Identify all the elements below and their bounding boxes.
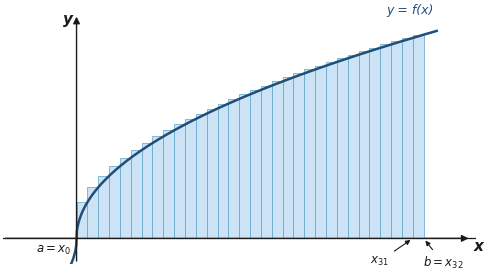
Bar: center=(1.56,0.87+0j) w=0.125 h=1.74+0j: center=(1.56,0.87+0j) w=0.125 h=1.74+0j [120,158,131,238]
Bar: center=(4.81,2.17+0j) w=0.125 h=4.33+0j: center=(4.81,2.17+0j) w=0.125 h=4.33+0j [402,38,413,238]
Bar: center=(1.81,1.03+0j) w=0.125 h=2.06+0j: center=(1.81,1.03+0j) w=0.125 h=2.06+0j [142,143,152,238]
Bar: center=(4.56,2.09+0j) w=0.125 h=4.19+0j: center=(4.56,2.09+0j) w=0.125 h=4.19+0j [380,45,391,238]
Text: y: y [63,12,73,27]
Bar: center=(3.81,1.87+0j) w=0.125 h=3.73+0j: center=(3.81,1.87+0j) w=0.125 h=3.73+0j [315,66,326,238]
Bar: center=(4.19,1.98+0j) w=0.125 h=3.97+0j: center=(4.19,1.98+0j) w=0.125 h=3.97+0j [348,55,358,238]
Bar: center=(3.69,1.82+0j) w=0.125 h=3.65+0j: center=(3.69,1.82+0j) w=0.125 h=3.65+0j [304,70,315,238]
Bar: center=(3.44,1.74+0j) w=0.125 h=3.48+0j: center=(3.44,1.74+0j) w=0.125 h=3.48+0j [282,77,294,238]
Bar: center=(2.69,1.46+0j) w=0.125 h=2.91+0j: center=(2.69,1.46+0j) w=0.125 h=2.91+0j [218,104,228,238]
Bar: center=(3.31,1.7+0j) w=0.125 h=3.39+0j: center=(3.31,1.7+0j) w=0.125 h=3.39+0j [272,81,282,238]
Bar: center=(2.81,1.51+0j) w=0.125 h=3.01+0j: center=(2.81,1.51+0j) w=0.125 h=3.01+0j [228,99,239,238]
Bar: center=(4.44,2.06+0j) w=0.125 h=4.12+0j: center=(4.44,2.06+0j) w=0.125 h=4.12+0j [370,48,380,238]
Bar: center=(4.94,2.2+0j) w=0.125 h=4.4+0j: center=(4.94,2.2+0j) w=0.125 h=4.4+0j [413,35,424,238]
Bar: center=(2.56,1.4+0j) w=0.125 h=2.81+0j: center=(2.56,1.4+0j) w=0.125 h=2.81+0j [206,109,218,238]
Bar: center=(3.94,1.91+0j) w=0.125 h=3.81+0j: center=(3.94,1.91+0j) w=0.125 h=3.81+0j [326,62,337,238]
Bar: center=(4.31,2.02+0j) w=0.125 h=4.04+0j: center=(4.31,2.02+0j) w=0.125 h=4.04+0j [358,51,370,238]
Bar: center=(3.56,1.78+0j) w=0.125 h=3.57+0j: center=(3.56,1.78+0j) w=0.125 h=3.57+0j [294,73,304,238]
Text: $x_{31}$: $x_{31}$ [370,241,410,268]
Text: y = f(x): y = f(x) [387,4,434,17]
Bar: center=(2.94,1.56+0j) w=0.125 h=3.11+0j: center=(2.94,1.56+0j) w=0.125 h=3.11+0j [239,94,250,238]
Bar: center=(1.44,0.779+0j) w=0.125 h=1.56+0j: center=(1.44,0.779+0j) w=0.125 h=1.56+0j [109,166,120,238]
Bar: center=(2.44,1.35+0j) w=0.125 h=2.7+0j: center=(2.44,1.35+0j) w=0.125 h=2.7+0j [196,114,206,238]
Text: $b = x_{32}$: $b = x_{32}$ [423,241,463,271]
Text: x: x [474,239,484,254]
Bar: center=(4.69,2.13+0j) w=0.125 h=4.26+0j: center=(4.69,2.13+0j) w=0.125 h=4.26+0j [391,41,402,238]
Text: $a = x_0$: $a = x_0$ [36,244,71,257]
Bar: center=(1.06,0.39+0j) w=0.125 h=0.781+0j: center=(1.06,0.39+0j) w=0.125 h=0.781+0j [76,202,87,238]
Bar: center=(2.06,1.17+0j) w=0.125 h=2.33+0j: center=(2.06,1.17+0j) w=0.125 h=2.33+0j [163,130,174,238]
Bar: center=(1.69,0.953+0j) w=0.125 h=1.91+0j: center=(1.69,0.953+0j) w=0.125 h=1.91+0j [131,150,142,238]
Bar: center=(1.94,1.1+0j) w=0.125 h=2.2+0j: center=(1.94,1.1+0j) w=0.125 h=2.2+0j [152,136,163,238]
Bar: center=(2.31,1.29+0j) w=0.125 h=2.58+0j: center=(2.31,1.29+0j) w=0.125 h=2.58+0j [185,119,196,238]
Bar: center=(3.19,1.65+0j) w=0.125 h=3.3+0j: center=(3.19,1.65+0j) w=0.125 h=3.3+0j [261,86,272,238]
Bar: center=(1.19,0.551+0j) w=0.125 h=1.1+0j: center=(1.19,0.551+0j) w=0.125 h=1.1+0j [87,187,98,238]
Bar: center=(2.19,1.23+0j) w=0.125 h=2.46+0j: center=(2.19,1.23+0j) w=0.125 h=2.46+0j [174,125,185,238]
Bar: center=(4.06,1.94+0j) w=0.125 h=3.89+0j: center=(4.06,1.94+0j) w=0.125 h=3.89+0j [337,58,348,238]
Bar: center=(1.31,0.675+0j) w=0.125 h=1.35+0j: center=(1.31,0.675+0j) w=0.125 h=1.35+0j [98,176,109,238]
Bar: center=(3.06,1.6+0j) w=0.125 h=3.21+0j: center=(3.06,1.6+0j) w=0.125 h=3.21+0j [250,90,261,238]
